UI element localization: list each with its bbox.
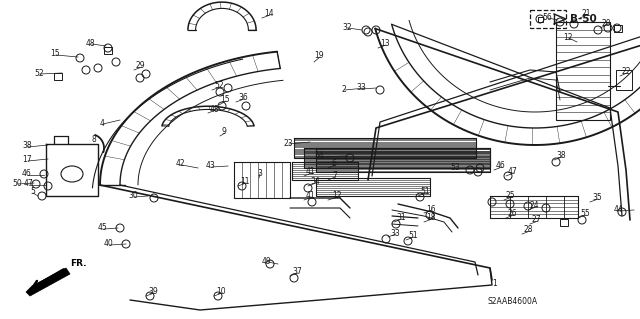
- Text: 11: 11: [240, 177, 250, 187]
- Text: 35: 35: [592, 194, 602, 203]
- Text: 4: 4: [100, 118, 105, 128]
- Text: 48: 48: [86, 39, 95, 48]
- Bar: [538, 17, 543, 21]
- Text: 31: 31: [396, 213, 406, 222]
- Text: 48: 48: [210, 105, 220, 114]
- Text: 16: 16: [426, 204, 436, 213]
- Text: 34: 34: [310, 177, 320, 187]
- Text: 37: 37: [292, 268, 301, 277]
- Text: 38: 38: [556, 152, 566, 160]
- Text: 27: 27: [532, 216, 541, 225]
- Text: 41: 41: [306, 191, 316, 201]
- Text: 52: 52: [214, 81, 223, 91]
- Text: 30: 30: [128, 191, 138, 201]
- Text: 6: 6: [332, 160, 337, 168]
- Text: 8: 8: [92, 136, 97, 145]
- Bar: [54, 72, 62, 79]
- Text: 5: 5: [30, 188, 35, 197]
- Text: 55: 55: [580, 210, 589, 219]
- Text: 23: 23: [283, 138, 292, 147]
- Text: 20: 20: [601, 19, 611, 28]
- Bar: [104, 47, 112, 54]
- Text: 33: 33: [356, 84, 365, 93]
- Text: 50: 50: [12, 179, 22, 188]
- Text: 28: 28: [524, 226, 534, 234]
- Text: 54: 54: [314, 152, 324, 160]
- Text: 24: 24: [530, 202, 540, 211]
- Text: 38: 38: [22, 142, 31, 151]
- Text: 39: 39: [148, 287, 157, 296]
- Text: 56: 56: [542, 12, 552, 21]
- Text: 36: 36: [238, 93, 248, 102]
- Text: 17: 17: [22, 155, 31, 165]
- Text: 12: 12: [332, 191, 342, 201]
- Text: FR.: FR.: [70, 259, 86, 268]
- Text: 19: 19: [314, 51, 324, 61]
- Text: 26: 26: [508, 210, 518, 219]
- Text: 21: 21: [581, 10, 591, 19]
- Text: 1: 1: [492, 278, 497, 287]
- Text: 46: 46: [22, 169, 32, 179]
- Text: 3: 3: [257, 168, 262, 177]
- Bar: [560, 219, 568, 226]
- Text: B-50: B-50: [570, 14, 596, 24]
- Text: 41: 41: [306, 167, 316, 176]
- Text: 52: 52: [34, 69, 44, 78]
- Text: 9: 9: [222, 128, 227, 137]
- Text: 18: 18: [426, 213, 435, 222]
- Text: 2: 2: [342, 85, 347, 93]
- Text: 10: 10: [216, 287, 226, 296]
- Text: 12: 12: [563, 33, 573, 41]
- Text: 49: 49: [262, 256, 272, 265]
- Text: 47: 47: [24, 180, 34, 189]
- Text: 51: 51: [408, 232, 418, 241]
- Polygon shape: [26, 268, 70, 296]
- Text: S2AAB4600A: S2AAB4600A: [487, 298, 537, 307]
- Text: 32: 32: [342, 23, 351, 32]
- Text: 45: 45: [98, 224, 108, 233]
- Text: 42: 42: [176, 160, 186, 168]
- Text: 29: 29: [136, 62, 146, 70]
- Text: 51: 51: [420, 188, 429, 197]
- Text: 22: 22: [621, 68, 630, 77]
- Bar: [614, 25, 622, 32]
- Text: 25: 25: [506, 191, 516, 201]
- Text: 15: 15: [50, 49, 60, 58]
- Bar: [616, 70, 632, 90]
- Text: 53: 53: [450, 164, 460, 173]
- Text: 40: 40: [104, 240, 114, 249]
- Text: 33: 33: [390, 228, 400, 238]
- Text: 44: 44: [614, 205, 624, 214]
- Text: 15: 15: [220, 95, 230, 105]
- Text: 7: 7: [332, 172, 337, 181]
- Text: 47: 47: [508, 167, 518, 176]
- Text: 14: 14: [264, 10, 274, 19]
- Text: 13: 13: [380, 40, 390, 48]
- Text: 46: 46: [496, 161, 506, 170]
- Text: 43: 43: [206, 161, 216, 170]
